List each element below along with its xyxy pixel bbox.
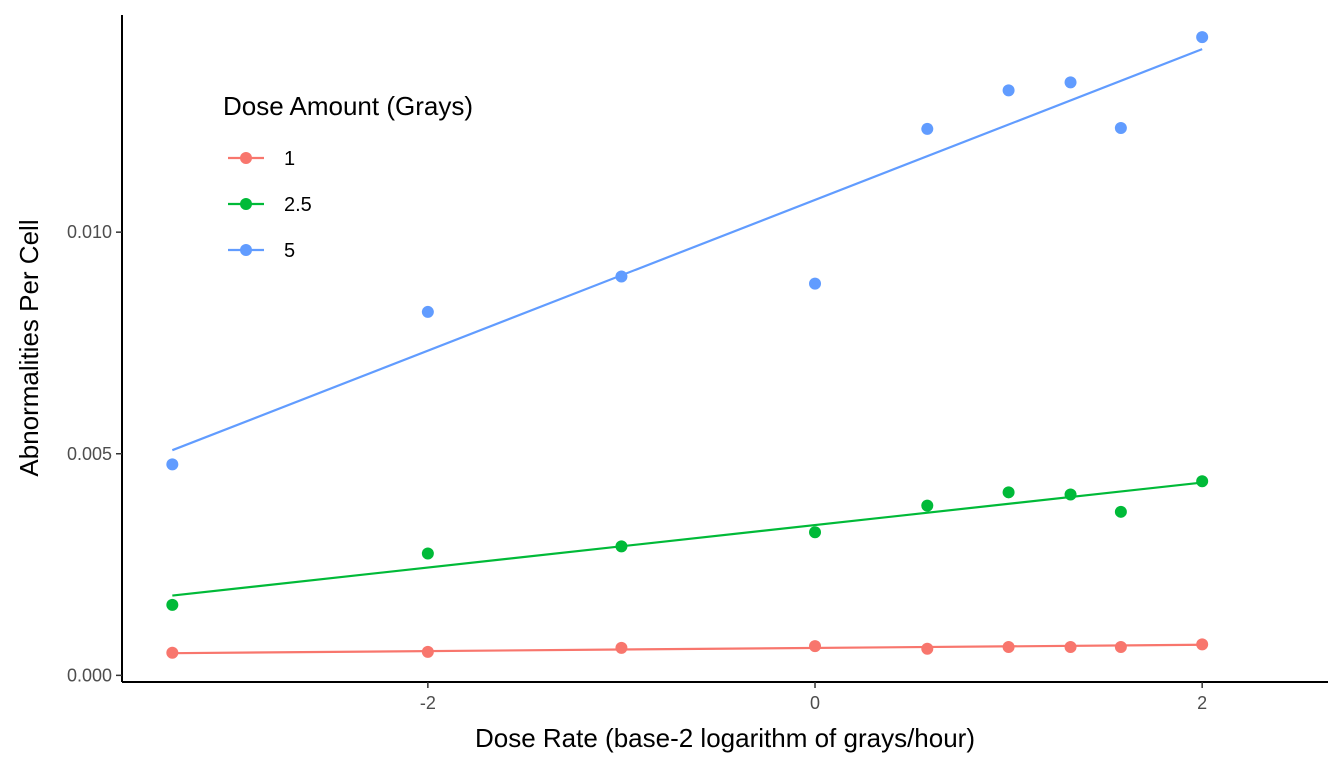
- data-point: [421, 305, 434, 318]
- data-point: [166, 458, 179, 471]
- data-point: [1002, 84, 1015, 97]
- data-point: [166, 598, 179, 611]
- data-point: [615, 540, 628, 553]
- data-point: [615, 641, 628, 654]
- data-point: [1064, 640, 1077, 653]
- legend: Dose Amount (Grays) 1 2.5 5: [223, 91, 473, 262]
- data-point: [1114, 505, 1127, 518]
- data-point: [809, 277, 822, 290]
- fit-line: [172, 643, 1203, 655]
- data-point: [421, 645, 434, 658]
- data-point: [1114, 122, 1127, 135]
- data-point: [921, 499, 934, 512]
- x-axis-title: Dose Rate (base-2 logarithm of grays/hou…: [475, 723, 975, 753]
- legend-label: 1: [284, 148, 295, 170]
- data-point: [1114, 640, 1127, 653]
- legend-key-point: [240, 198, 252, 210]
- data-point: [421, 547, 434, 560]
- legend-label: 2.5: [284, 194, 312, 216]
- legend-entry: 2.5: [228, 194, 312, 216]
- fit-line: [171, 48, 1203, 452]
- y-tick-label: 0.005: [67, 444, 112, 464]
- y-axis-title: Abnormalities Per Cell: [14, 219, 44, 476]
- data-point: [809, 526, 822, 539]
- fit-line: [172, 481, 1203, 597]
- data-point: [1196, 31, 1209, 44]
- x-tick-label: 2: [1197, 693, 1207, 713]
- series-5: [166, 31, 1209, 471]
- y-tick-label: 0.000: [67, 665, 112, 685]
- data-point: [1064, 488, 1077, 501]
- plot-area: [166, 31, 1209, 659]
- legend-key-point: [240, 152, 252, 164]
- x-tick-label: -2: [420, 693, 436, 713]
- legend-entry: 1: [228, 148, 295, 170]
- data-point: [921, 122, 934, 135]
- data-point: [1002, 486, 1015, 499]
- legend-entry: 5: [228, 240, 295, 262]
- data-point: [1196, 475, 1209, 488]
- axes: -2 0 2 0.000 0.005 0.010: [67, 15, 1328, 713]
- data-point: [1064, 76, 1077, 89]
- data-point: [166, 646, 179, 659]
- legend-label: 5: [284, 240, 295, 262]
- data-point: [921, 642, 934, 655]
- data-point: [809, 640, 822, 653]
- data-point: [615, 270, 628, 283]
- legend-key-point: [240, 244, 252, 256]
- series-1: [166, 638, 1209, 659]
- y-tick-label: 0.010: [67, 222, 112, 242]
- data-point: [1196, 638, 1209, 651]
- series-2.5: [166, 475, 1209, 611]
- x-tick-label: 0: [810, 693, 820, 713]
- legend-title: Dose Amount (Grays): [223, 91, 473, 121]
- data-point: [1002, 640, 1015, 653]
